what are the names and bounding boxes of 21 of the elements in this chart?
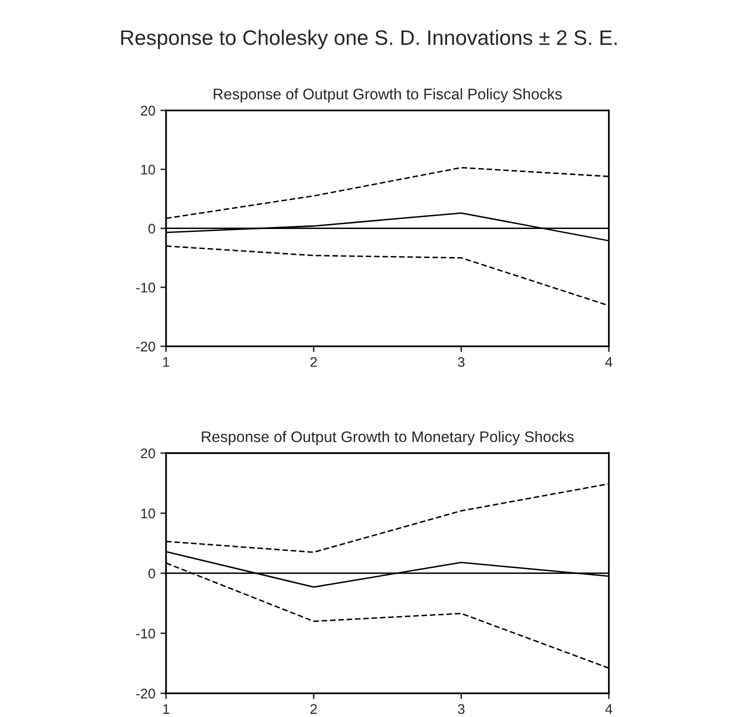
y-tick-label: 0 [148,224,156,234]
x-tick-label: 4 [605,357,612,367]
x-tick-label: 4 [605,704,612,714]
x-tick-label: 1 [163,704,170,714]
y-tick-label: -20 [136,342,156,352]
y-tick-label: 10 [141,508,156,518]
x-tick-label: 2 [310,357,317,367]
chart-title: Response of Output Growth to Monetary Policy Shocks [202,430,574,446]
y-tick-label: 10 [141,164,156,175]
text: Response to Cholesky one S. D. Innovations ± 2 S. E. [121,30,617,50]
y-tick-label: 0 [148,568,156,578]
y-tick-label: 20 [140,106,156,116]
y-tick-label: -10 [136,628,156,638]
x-tick-label: 2 [310,704,317,714]
x-tick-label: 1 [163,357,170,367]
x-tick-label: 3 [458,357,464,367]
y-tick-label: -10 [136,282,156,293]
y-tick-label: -20 [136,688,156,699]
x-tick-label: 3 [458,704,464,714]
chart-title: Response of Output Growth to Fiscal Policy Shocks [214,88,562,102]
y-tick-label: 20 [140,448,156,458]
